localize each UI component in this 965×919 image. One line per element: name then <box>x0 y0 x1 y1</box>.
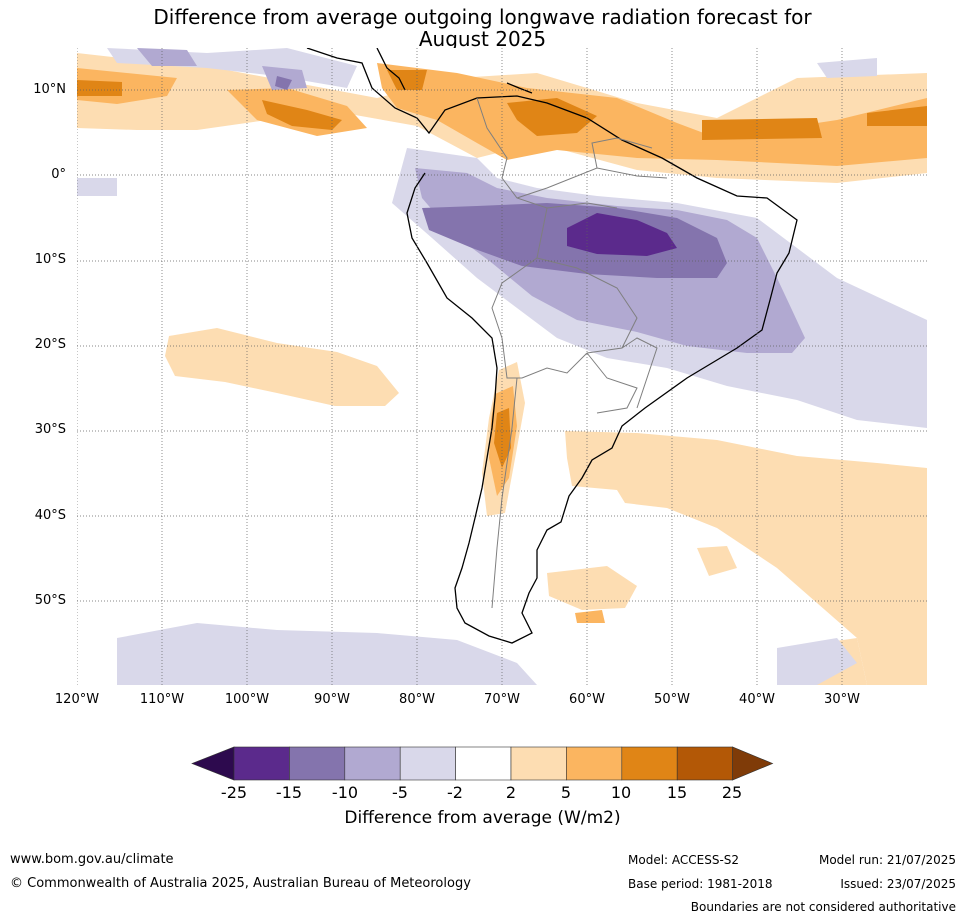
lon-label-70w: 70°W <box>484 692 520 707</box>
colorbar-cell <box>621 746 678 781</box>
lon-label-90w: 90°W <box>314 692 350 707</box>
anomaly-map <box>77 48 927 685</box>
colorbar-tick-2: 2 <box>505 783 517 802</box>
colorbar-tick-10: 10 <box>610 783 632 802</box>
lat-label-0: 0° <box>51 167 66 182</box>
base-period: Base period: 1981-2018 <box>628 877 773 891</box>
colorbar-cell <box>399 746 456 781</box>
colorbar-tick-minus5: -5 <box>392 783 408 802</box>
colorbar-tick-5: 5 <box>560 783 572 802</box>
lon-label-100w: 100°W <box>224 692 270 707</box>
lon-label-50w: 50°W <box>654 692 690 707</box>
graticule <box>77 48 927 685</box>
boundary-disclaimer: Boundaries are not considered authoritat… <box>690 900 956 914</box>
colorbar-cell <box>676 746 733 781</box>
website-link[interactable]: www.bom.gov.au/climate <box>10 852 174 867</box>
colorbar-tick-25: 25 <box>721 783 743 802</box>
map-title-line-2: August 2025 <box>418 27 547 51</box>
colorbar-tick-minus15: -15 <box>275 783 303 802</box>
lon-label-110w: 110°W <box>139 692 185 707</box>
lat-label-20s: 20°S <box>34 337 66 352</box>
lon-label-30w: 30°W <box>824 692 860 707</box>
lon-label-120w: 120°W <box>54 692 100 707</box>
colorbar-tick-minus10: -10 <box>331 783 359 802</box>
colorbar-arrow-min <box>191 746 235 781</box>
model-run-date: Model run: 21/07/2025 <box>818 853 956 867</box>
lat-label-10n: 10°N <box>33 82 66 97</box>
copyright-notice: © Commonwealth of Australia 2025, Austra… <box>10 876 471 891</box>
colorbar-cell <box>566 746 623 781</box>
map-canvas <box>77 48 927 685</box>
anomaly-fill-minus25-to-minus15 <box>567 213 677 256</box>
colorbar-cell <box>455 746 512 781</box>
lat-label-10s: 10°S <box>34 252 66 267</box>
map-title-line-1: Difference from average outgoing longwav… <box>153 5 812 29</box>
coastline <box>306 48 798 644</box>
colorbar-arrow-max <box>732 746 774 781</box>
lon-label-80w: 80°W <box>399 692 435 707</box>
colorbar-cell <box>233 746 290 781</box>
colorbar-cell <box>289 746 346 781</box>
colorbar-cell <box>344 746 401 781</box>
lat-label-40s: 40°S <box>34 508 66 523</box>
colorbar-tick-minus25: -25 <box>220 783 248 802</box>
colorbar-cell <box>510 746 567 781</box>
lon-label-40w: 40°W <box>739 692 775 707</box>
lat-label-30s: 30°S <box>34 422 66 437</box>
lon-label-60w: 60°W <box>569 692 605 707</box>
lat-label-50s: 50°S <box>34 593 66 608</box>
issued-date: Issued: 23/07/2025 <box>840 877 956 891</box>
colorbar-tick-minus2: -2 <box>447 783 463 802</box>
colorbar-legend <box>191 746 774 781</box>
colorbar-tick-15: 15 <box>666 783 688 802</box>
model-name: Model: ACCESS-S2 <box>628 853 740 867</box>
colorbar-label: Difference from average (W/m2) <box>344 808 621 828</box>
